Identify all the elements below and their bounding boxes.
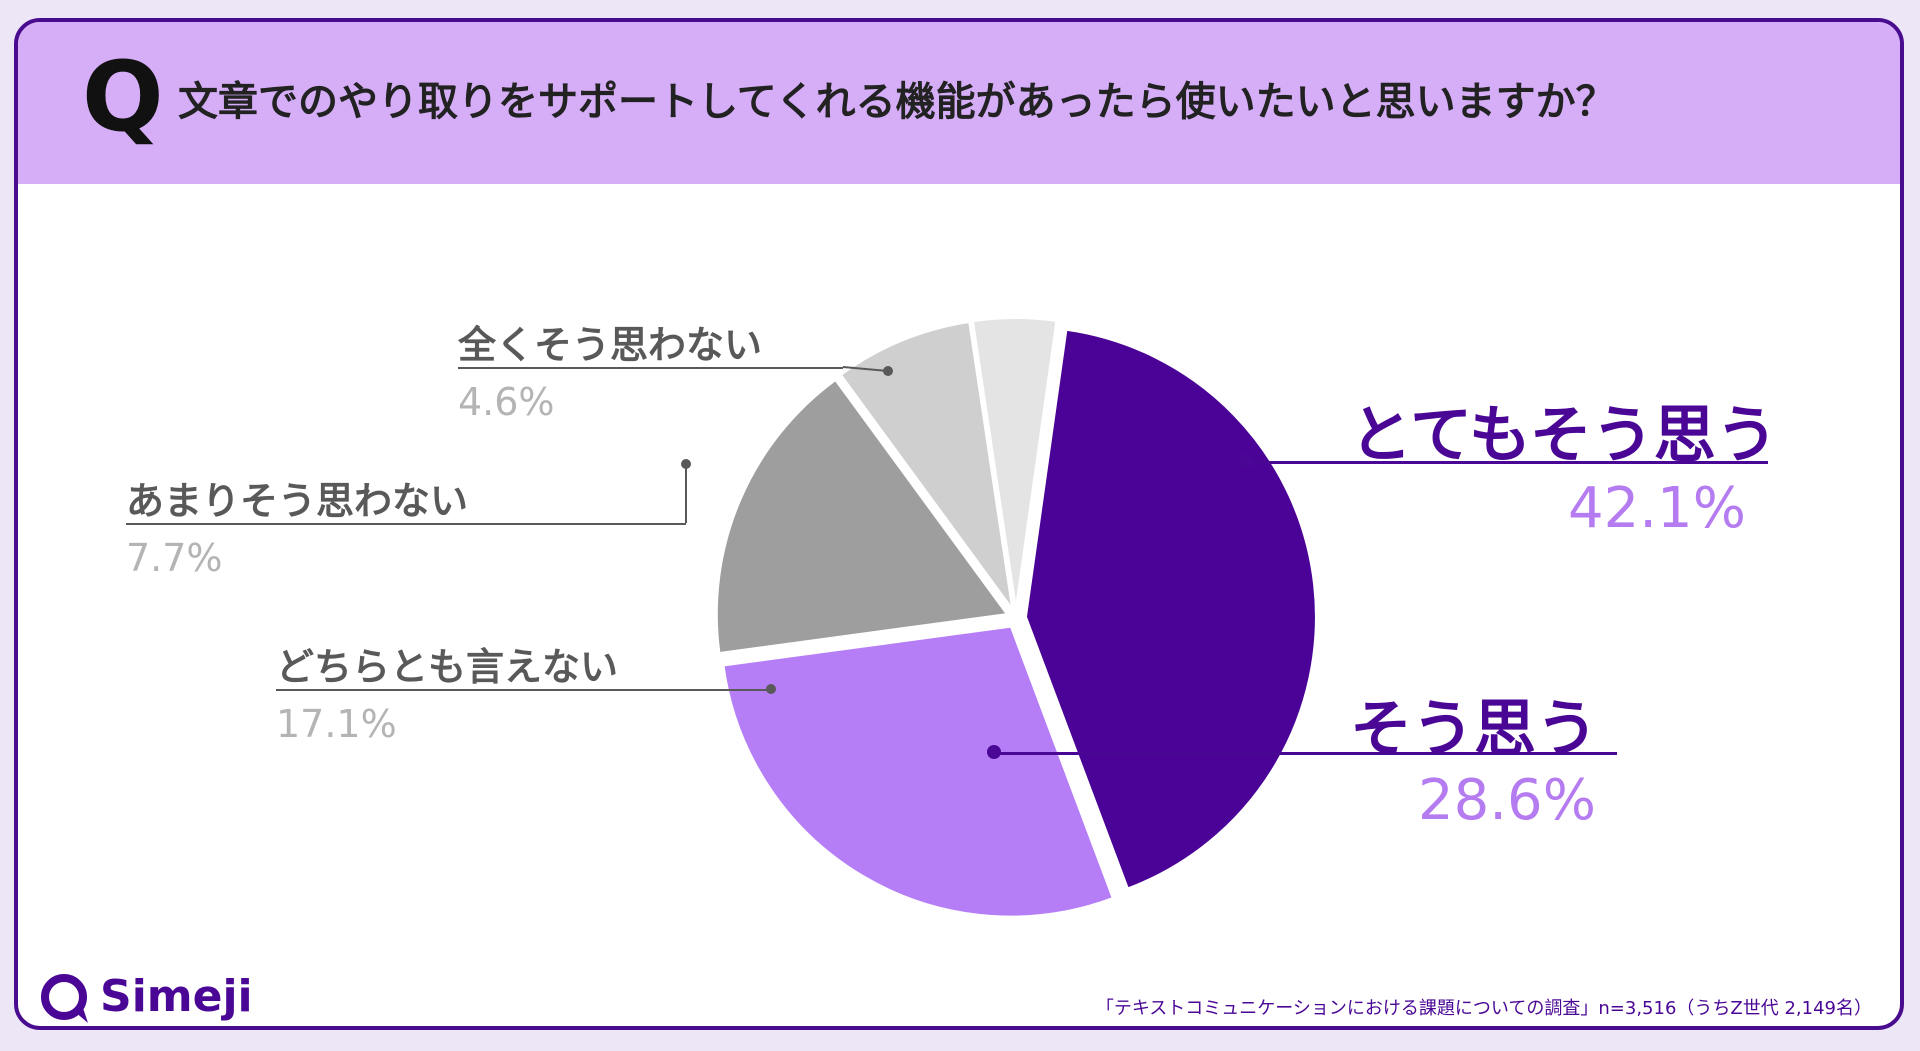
leader-dot-4 [681, 459, 691, 469]
speech-bubble-icon [41, 974, 88, 1023]
leader-dot-3 [766, 684, 776, 694]
pie-slice-2 [722, 625, 1115, 918]
q-mark: Q [82, 41, 164, 153]
leader-line-1 [1248, 461, 1768, 464]
slice-label-5: 全くそう思わない [458, 323, 763, 367]
slice-label-4: あまりそう思わない [126, 479, 469, 523]
slice-label-1: とてもそう思う [1350, 398, 1778, 471]
leader-line-2 [994, 752, 1617, 755]
pie-slice-1 [1024, 328, 1317, 890]
pie-slice-3 [715, 378, 1009, 655]
slice-value-5: 4.6% [458, 380, 555, 424]
leader-line-5 [458, 367, 843, 369]
survey-footnote: 「テキストコミュニケーションにおける課題についての調査」n=3,516（うちZ世… [1095, 998, 1872, 1019]
slice-value-3: 17.1% [276, 702, 397, 746]
pie-slice-4 [839, 320, 1014, 610]
question-header: Q 文章でのやり取りをサポートしてくれる機能があったら使いたいと思いますか？ [18, 22, 1900, 184]
leader-line-4 [126, 523, 686, 525]
leader-dot-5 [883, 366, 893, 376]
slice-value-1: 42.1% [1568, 476, 1746, 541]
question-text: 文章でのやり取りをサポートしてくれる機能があったら使いたいと思いますか？ [178, 79, 1616, 125]
pie-chart [681, 317, 1317, 918]
leader-line-3 [276, 689, 771, 691]
leader-connector-5 [842, 366, 889, 372]
chart-frame: Q 文章でのやり取りをサポートしてくれる機能があったら使いたいと思いますか？ 全… [14, 18, 1904, 1030]
slice-label-3: どちらとも言えない [276, 645, 619, 689]
slice-value-4: 7.7% [126, 536, 223, 580]
leader-dot-1 [1239, 454, 1253, 468]
pie-slice-5 [971, 317, 1058, 609]
logo-text: Simeji [100, 971, 253, 1022]
slice-value-2: 28.6% [1418, 768, 1596, 833]
